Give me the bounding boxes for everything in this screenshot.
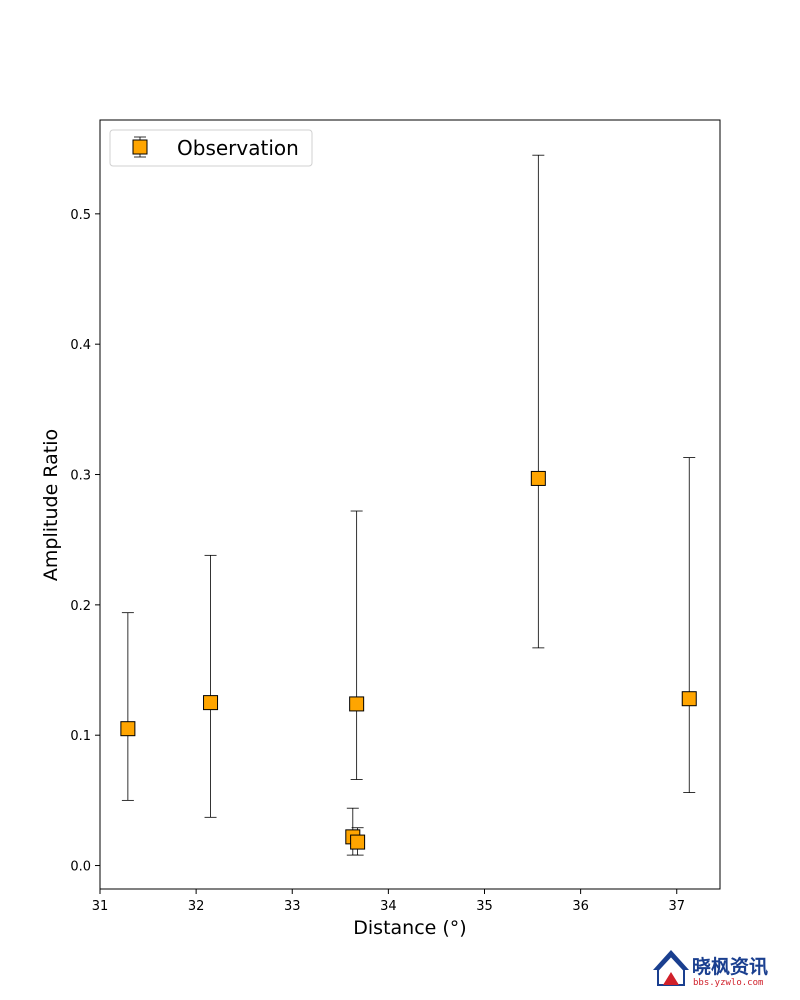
data-point <box>203 695 219 711</box>
x-tick-label: 35 <box>476 899 493 914</box>
data-point <box>681 691 697 707</box>
legend: Observation <box>109 129 313 167</box>
y-axis-ticks: 0.0 0.1 0.2 0.3 0.4 0.5 <box>70 208 100 875</box>
house-logo-icon <box>653 950 689 986</box>
x-tick-label: 36 <box>572 899 589 914</box>
x-tick-label: 31 <box>92 899 109 914</box>
y-axis-title: Amplitude Ratio <box>40 429 62 581</box>
x-axis-ticks: 31 32 33 34 35 36 37 <box>92 889 685 914</box>
watermark-logo: 晓枫资讯 bbs.yzwlo.com <box>653 950 768 988</box>
x-tick-label: 33 <box>284 899 301 914</box>
x-axis-title: Distance (°) <box>353 917 466 939</box>
data-point <box>530 470 546 486</box>
legend-box <box>109 129 313 167</box>
data-point <box>350 834 366 850</box>
data-point <box>120 721 136 737</box>
y-tick-label: 0.1 <box>70 729 91 744</box>
legend-square-marker <box>132 139 148 155</box>
y-tick-label: 0.0 <box>70 860 91 875</box>
y-tick-label: 0.3 <box>70 469 91 484</box>
x-tick-label: 34 <box>380 899 397 914</box>
legend-label: Observation <box>177 136 299 160</box>
watermark-subtitle: bbs.yzwlo.com <box>693 978 763 988</box>
data-point <box>349 696 365 712</box>
x-tick-label: 32 <box>188 899 205 914</box>
watermark-title: 晓枫资讯 <box>692 955 768 978</box>
y-tick-label: 0.4 <box>70 338 91 353</box>
x-tick-label: 37 <box>668 899 685 914</box>
plot-marks <box>120 154 697 856</box>
y-tick-label: 0.2 <box>70 599 91 614</box>
legend-marker <box>132 136 148 158</box>
y-tick-label: 0.5 <box>70 208 91 223</box>
plot-frame <box>99 119 721 890</box>
